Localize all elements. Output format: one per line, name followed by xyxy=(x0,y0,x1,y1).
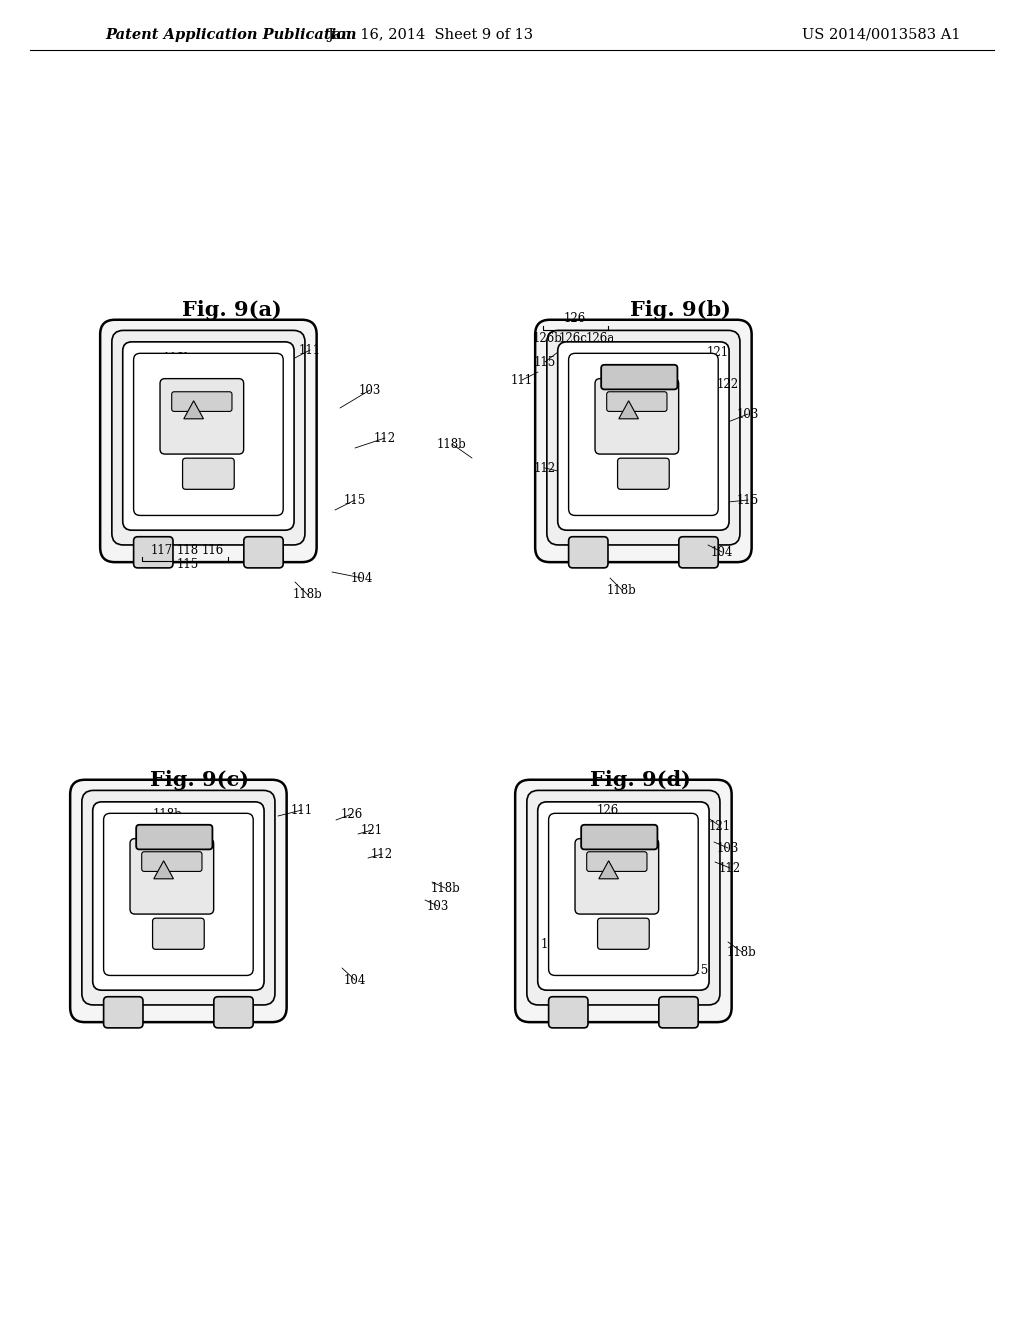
Text: 118b: 118b xyxy=(727,945,757,958)
FancyBboxPatch shape xyxy=(136,825,212,849)
FancyBboxPatch shape xyxy=(536,319,752,562)
FancyBboxPatch shape xyxy=(172,392,232,412)
Text: 103: 103 xyxy=(717,842,739,854)
Polygon shape xyxy=(599,861,618,879)
FancyBboxPatch shape xyxy=(547,330,740,545)
Text: 126a: 126a xyxy=(586,331,614,345)
FancyBboxPatch shape xyxy=(549,997,588,1028)
Text: 112: 112 xyxy=(534,462,556,474)
Text: 115: 115 xyxy=(141,824,163,837)
FancyBboxPatch shape xyxy=(153,919,204,949)
Text: Fig. 9(a): Fig. 9(a) xyxy=(182,300,282,319)
Text: 104: 104 xyxy=(344,974,367,986)
Text: 118b: 118b xyxy=(430,882,460,895)
Text: 118b: 118b xyxy=(607,583,637,597)
Text: 126: 126 xyxy=(564,312,586,325)
Text: 118b: 118b xyxy=(437,437,467,450)
Text: 103: 103 xyxy=(427,899,450,912)
Text: 103: 103 xyxy=(737,408,759,421)
Text: 115: 115 xyxy=(737,494,759,507)
Text: 104: 104 xyxy=(589,956,611,969)
Text: 115: 115 xyxy=(687,964,710,977)
FancyBboxPatch shape xyxy=(82,791,275,1005)
Text: 118b: 118b xyxy=(163,351,193,364)
FancyBboxPatch shape xyxy=(103,813,253,975)
FancyBboxPatch shape xyxy=(595,379,679,454)
Text: 126c: 126c xyxy=(558,331,588,345)
Text: 126: 126 xyxy=(597,804,620,817)
FancyBboxPatch shape xyxy=(679,537,718,568)
Text: 121: 121 xyxy=(709,820,731,833)
Text: 118b: 118b xyxy=(154,808,183,821)
FancyBboxPatch shape xyxy=(133,354,284,515)
FancyBboxPatch shape xyxy=(244,537,284,568)
Text: 111: 111 xyxy=(299,343,322,356)
FancyBboxPatch shape xyxy=(575,838,658,913)
Text: Jan. 16, 2014  Sheet 9 of 13: Jan. 16, 2014 Sheet 9 of 13 xyxy=(327,28,534,42)
Text: Fig. 9(b): Fig. 9(b) xyxy=(630,300,730,319)
FancyBboxPatch shape xyxy=(93,801,264,990)
Text: Fig. 9(c): Fig. 9(c) xyxy=(151,770,250,789)
Text: 112: 112 xyxy=(371,847,393,861)
Text: 115: 115 xyxy=(177,558,199,572)
FancyBboxPatch shape xyxy=(568,537,608,568)
FancyBboxPatch shape xyxy=(515,780,731,1022)
FancyBboxPatch shape xyxy=(538,801,709,990)
FancyBboxPatch shape xyxy=(112,330,305,545)
FancyBboxPatch shape xyxy=(549,813,698,975)
FancyBboxPatch shape xyxy=(587,851,647,871)
FancyBboxPatch shape xyxy=(617,458,670,490)
FancyBboxPatch shape xyxy=(160,379,244,454)
Text: 111: 111 xyxy=(291,804,313,817)
FancyBboxPatch shape xyxy=(214,997,253,1028)
Text: 126: 126 xyxy=(341,808,364,821)
Text: 112: 112 xyxy=(719,862,741,874)
Polygon shape xyxy=(183,401,204,418)
Text: 104: 104 xyxy=(351,572,373,585)
Text: 121: 121 xyxy=(707,346,729,359)
Text: Patent Application Publication: Patent Application Publication xyxy=(105,28,356,42)
FancyBboxPatch shape xyxy=(130,838,214,913)
Text: 111: 111 xyxy=(511,374,534,387)
FancyBboxPatch shape xyxy=(141,851,202,871)
FancyBboxPatch shape xyxy=(123,342,294,531)
FancyBboxPatch shape xyxy=(658,997,698,1028)
FancyBboxPatch shape xyxy=(582,825,657,849)
Text: Fig. 9(d): Fig. 9(d) xyxy=(590,770,690,789)
FancyBboxPatch shape xyxy=(568,354,718,515)
Text: 118: 118 xyxy=(177,544,199,557)
Text: 104: 104 xyxy=(711,545,733,558)
Text: 112: 112 xyxy=(374,432,396,445)
FancyBboxPatch shape xyxy=(100,319,316,562)
Polygon shape xyxy=(154,861,173,879)
FancyBboxPatch shape xyxy=(182,458,234,490)
FancyBboxPatch shape xyxy=(598,919,649,949)
Polygon shape xyxy=(618,401,639,418)
Text: 118b: 118b xyxy=(293,589,323,602)
Text: 126b: 126b xyxy=(534,331,563,345)
Text: 103: 103 xyxy=(358,384,381,396)
Text: 116: 116 xyxy=(202,544,224,557)
FancyBboxPatch shape xyxy=(133,537,173,568)
Text: 117: 117 xyxy=(151,544,173,557)
Text: 122: 122 xyxy=(717,378,739,391)
Text: 122: 122 xyxy=(541,939,563,952)
FancyBboxPatch shape xyxy=(601,364,678,389)
FancyBboxPatch shape xyxy=(558,342,729,531)
FancyBboxPatch shape xyxy=(103,997,143,1028)
Text: US 2014/0013583 A1: US 2014/0013583 A1 xyxy=(802,28,961,42)
FancyBboxPatch shape xyxy=(71,780,287,1022)
FancyBboxPatch shape xyxy=(606,392,667,412)
Text: 115: 115 xyxy=(344,494,367,507)
Text: 121: 121 xyxy=(360,824,383,837)
Text: 115: 115 xyxy=(534,355,556,368)
FancyBboxPatch shape xyxy=(527,791,720,1005)
Text: 122: 122 xyxy=(214,958,237,972)
